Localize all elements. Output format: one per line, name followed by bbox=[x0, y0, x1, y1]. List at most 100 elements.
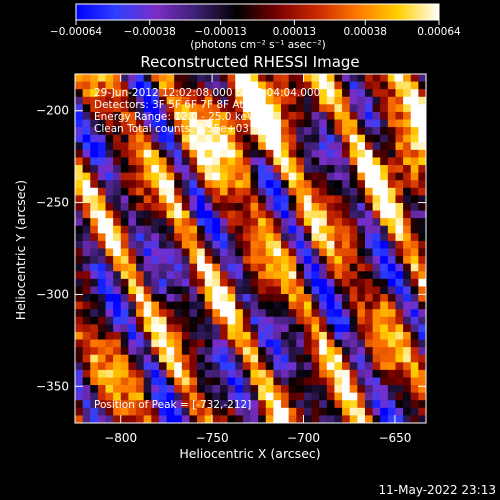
heatmap-cell bbox=[273, 202, 282, 212]
heatmap-cell bbox=[258, 286, 267, 295]
heatmap-cell bbox=[303, 301, 313, 310]
heatmap-cell bbox=[288, 369, 297, 379]
heatmap-cell bbox=[265, 233, 274, 242]
heatmap-cell bbox=[174, 195, 183, 204]
heatmap-cell bbox=[303, 309, 313, 318]
heatmap-cell bbox=[136, 142, 145, 151]
heatmap-cell bbox=[326, 104, 336, 113]
heatmap-cell bbox=[136, 316, 145, 325]
heatmap-cell bbox=[273, 149, 282, 159]
heatmap-cell bbox=[326, 187, 336, 196]
heatmap-cell bbox=[219, 263, 229, 272]
heatmap-cell bbox=[235, 157, 244, 166]
heatmap-cell bbox=[334, 180, 343, 189]
heatmap-cell bbox=[166, 187, 175, 196]
heatmap-cell bbox=[174, 111, 183, 121]
heatmap-cell bbox=[181, 369, 191, 379]
heatmap-cell bbox=[82, 81, 91, 90]
heatmap-cell bbox=[136, 286, 145, 295]
heatmap-cell bbox=[75, 180, 84, 189]
heatmap-cell bbox=[380, 104, 389, 113]
heatmap-cell bbox=[212, 202, 221, 212]
heatmap-cell bbox=[418, 301, 426, 310]
heatmap-cell bbox=[235, 195, 244, 204]
heatmap-cell bbox=[90, 119, 99, 128]
heatmap-cell bbox=[235, 415, 244, 423]
heatmap-cell bbox=[105, 301, 114, 310]
heatmap-cell bbox=[281, 339, 290, 348]
heatmap-cell bbox=[258, 256, 267, 265]
heatmap-cell bbox=[418, 74, 426, 83]
heatmap-cell bbox=[219, 301, 229, 310]
heatmap-cell bbox=[326, 309, 336, 318]
heatmap-cell bbox=[418, 157, 426, 166]
heatmap-cell bbox=[372, 218, 381, 227]
heatmap-cell bbox=[303, 89, 313, 98]
heatmap-cell bbox=[197, 142, 206, 151]
heatmap-cell bbox=[120, 331, 130, 341]
heatmap-cell bbox=[166, 309, 175, 318]
heatmap-cell bbox=[227, 248, 236, 257]
heatmap-cell bbox=[265, 218, 274, 227]
heatmap-cell bbox=[357, 195, 366, 204]
heatmap-cell bbox=[296, 210, 305, 219]
heatmap-cell bbox=[128, 89, 137, 98]
heatmap-cell bbox=[311, 74, 320, 83]
heatmap-cell bbox=[288, 271, 297, 280]
heatmap-cell bbox=[143, 347, 152, 356]
heatmap-cell bbox=[258, 187, 267, 196]
heatmap-cell bbox=[395, 210, 404, 219]
heatmap-cell bbox=[418, 331, 426, 341]
heatmap-cell bbox=[204, 165, 213, 174]
heatmap-cell bbox=[242, 339, 252, 348]
heatmap-cell bbox=[204, 111, 213, 121]
heatmap-cell bbox=[403, 294, 412, 303]
heatmap-cell bbox=[97, 142, 107, 151]
heatmap-cell bbox=[120, 119, 130, 128]
heatmap-cell bbox=[403, 119, 412, 128]
heatmap-cell bbox=[326, 248, 336, 257]
heatmap-cell bbox=[380, 400, 389, 409]
heatmap-cell bbox=[166, 385, 175, 394]
heatmap-cell bbox=[418, 400, 426, 409]
heatmap-cell bbox=[258, 233, 267, 242]
heatmap-cell bbox=[90, 392, 99, 401]
heatmap-cell bbox=[219, 74, 229, 83]
heatmap-cell bbox=[258, 195, 267, 204]
heatmap-cell bbox=[105, 331, 114, 341]
heatmap-cell bbox=[113, 127, 122, 136]
heatmap-cell bbox=[90, 377, 99, 386]
heatmap-cell bbox=[349, 127, 358, 136]
heatmap-cell bbox=[158, 286, 168, 295]
heatmap-cell bbox=[380, 362, 389, 371]
heatmap-cell bbox=[136, 225, 145, 234]
heatmap-cell bbox=[128, 104, 137, 113]
heatmap-cell bbox=[288, 316, 297, 325]
heatmap-cell bbox=[189, 400, 198, 409]
colorbar-gradient bbox=[75, 3, 440, 21]
heatmap-cell bbox=[311, 240, 320, 250]
heatmap-cell bbox=[181, 324, 191, 333]
heatmap-cell bbox=[319, 127, 328, 136]
heatmap-cell bbox=[395, 187, 404, 196]
heatmap-cell bbox=[380, 172, 389, 181]
heatmap-cell bbox=[113, 119, 122, 128]
heatmap-cell bbox=[204, 369, 213, 379]
heatmap-cell bbox=[235, 324, 244, 333]
heatmap-cell bbox=[242, 324, 252, 333]
heatmap-cell bbox=[342, 210, 351, 219]
heatmap-cell bbox=[197, 294, 206, 303]
heatmap-cell bbox=[174, 415, 183, 423]
heatmap-cell bbox=[326, 331, 336, 341]
heatmap-cell bbox=[265, 354, 274, 363]
heatmap-cell bbox=[281, 89, 290, 98]
heatmap-cell bbox=[334, 248, 343, 257]
heatmap-cell bbox=[227, 354, 236, 363]
heatmap-cell bbox=[189, 157, 198, 166]
heatmap-cell bbox=[90, 180, 99, 189]
heatmap-cell bbox=[319, 74, 328, 83]
heatmap-cell bbox=[97, 263, 107, 272]
heatmap-cell bbox=[136, 278, 145, 288]
heatmap-cell bbox=[158, 278, 168, 288]
heatmap-cell bbox=[82, 400, 91, 409]
